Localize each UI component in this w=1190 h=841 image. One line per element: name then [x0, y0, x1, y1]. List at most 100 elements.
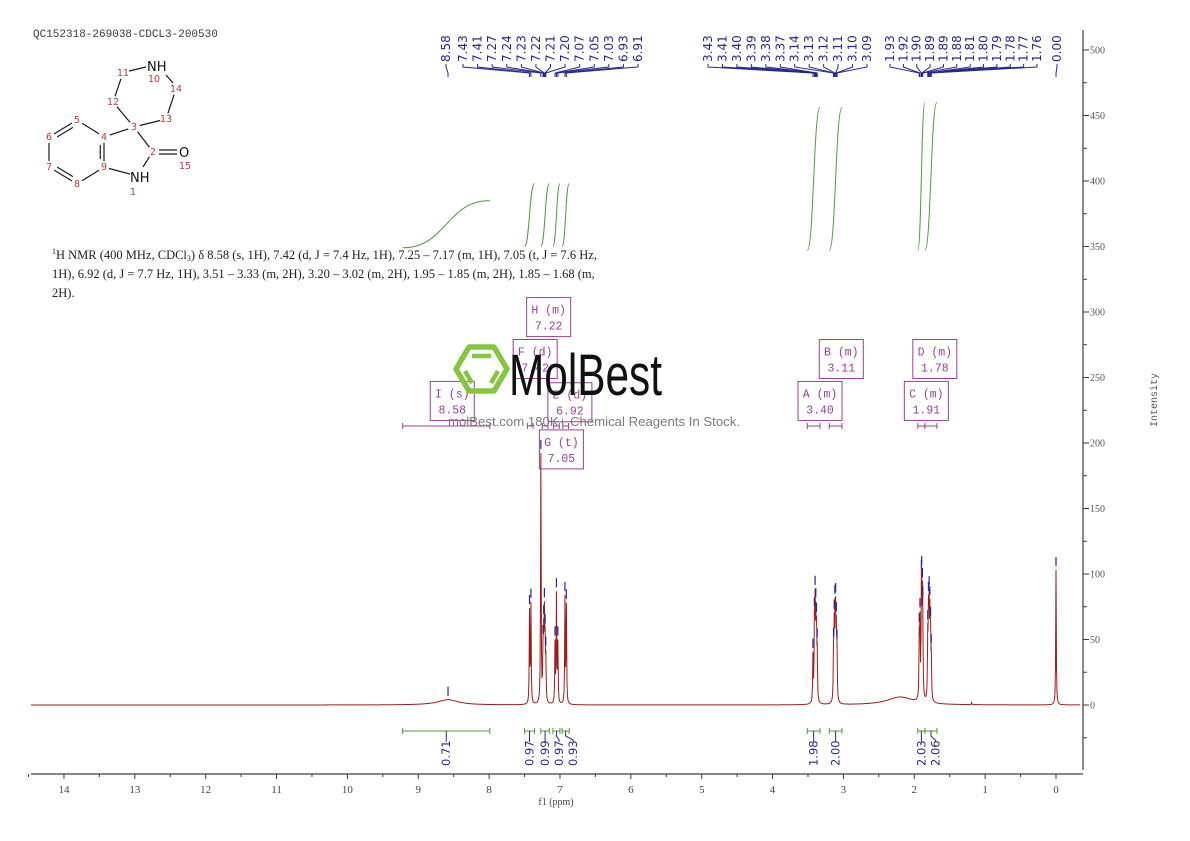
peak-label-leader [889, 64, 920, 77]
peak-shift-label: 3.39 [744, 35, 758, 62]
atom-number: 7 [46, 162, 52, 173]
peak-label-leader [779, 64, 818, 77]
x-tick-label: 3 [841, 784, 847, 796]
y-tick-label: 250 [1090, 373, 1105, 384]
peak-shift-label: 1.81 [963, 35, 977, 62]
hexagon-logo-icon [453, 344, 510, 394]
atom-nh-top: NH [147, 60, 167, 75]
integral-value-label: 0.71 [439, 740, 453, 766]
peak-shift-label: 3.09 [860, 35, 874, 62]
x-tick-label: 8 [486, 784, 492, 796]
chloroform-subscript: 3 [186, 254, 191, 263]
peak-label-leader [564, 64, 624, 77]
multiplet-shift-label: 8.58 [438, 404, 466, 417]
y-tick-label: 300 [1090, 308, 1105, 319]
multiplet-id-label: F (d) [518, 347, 553, 360]
integral-label-leader [930, 731, 936, 742]
peak-shift-label: 3.38 [759, 35, 773, 62]
integral-curve [540, 183, 550, 247]
x-tick-label: 13 [129, 784, 141, 796]
integral-curves [402, 101, 938, 251]
y-tick-label: 500 [1090, 46, 1105, 57]
watermark-brand: MolBest [509, 343, 662, 408]
peak-label-leader [930, 64, 1038, 77]
peak-shift-label: 3.12 [817, 35, 831, 62]
x-tick-label: 2 [912, 784, 918, 796]
multiplet-box-frame [912, 339, 958, 380]
multiplet-shift-label: 3.40 [806, 404, 834, 417]
multiplet-box-frame [538, 429, 584, 470]
atom-number: 6 [46, 132, 52, 143]
integral-curve [917, 101, 926, 251]
atom-number: 15 [179, 161, 191, 172]
atom-number: 4 [101, 132, 107, 143]
multiplet-id-label: A (m) [803, 388, 838, 401]
y-tick-label: 50 [1090, 635, 1100, 646]
peak-label-leader [794, 64, 834, 77]
atom-nh-bottom: NH [130, 171, 150, 186]
multiplet-annotations: A (m) 3.40 B (m) 3.11 C (m) 1.91 D (m) 1.78 E (d… [402, 297, 958, 470]
peak-label-leader [554, 64, 581, 77]
peak-label-leader [836, 64, 868, 77]
peak-shift-label: 3.40 [730, 35, 744, 62]
y-tick-label: 100 [1090, 570, 1105, 581]
integral-value-label: 2.06 [928, 740, 942, 766]
peak-shift-label: 1.92 [896, 35, 910, 62]
spectrum-trace [31, 452, 1080, 706]
peak-shift-label: 7.23 [514, 35, 528, 62]
peak-label-leader [835, 64, 854, 77]
peak-label-leader [535, 64, 545, 77]
peak-shift-label: 7.05 [587, 35, 601, 62]
peak-label-leader [565, 64, 639, 77]
peak-shift-label: 1.78 [1003, 35, 1017, 62]
x-tick-label: 0 [1053, 784, 1059, 796]
multiplet-shift-label: 7.22 [535, 321, 563, 334]
multiplet-id-label: G (t) [544, 437, 579, 450]
integral-curve [402, 200, 490, 249]
atom-number: 12 [107, 97, 119, 108]
multiplet-box-frame [429, 380, 475, 421]
integral-curve [552, 183, 561, 247]
atom-number: 2 [150, 147, 156, 158]
atom-number: 11 [117, 68, 129, 79]
multiplet-shift-label: 7.05 [548, 453, 576, 466]
x-tick-label: 1 [982, 784, 988, 796]
x-tick-label: 5 [699, 784, 705, 796]
x-tick-label: 10 [342, 784, 354, 796]
peak-shift-label: 1.77 [1017, 35, 1031, 62]
peak-shift-label: 1.89 [936, 35, 950, 62]
peak-label-leader [922, 64, 958, 77]
multiplet-box-E: E (d) 6.92 [547, 382, 593, 423]
peak-label-leader [555, 64, 595, 77]
peak-label-leader [927, 64, 985, 77]
axes: 14 13 12 11 10 9 8 7 6 5 4 3 2 1 0f1 (ppm)050100150200… [28, 30, 1161, 808]
multiplet-shift-label: 3.11 [827, 363, 855, 376]
peak-label-leader [477, 64, 532, 77]
peak-shift-label: 7.27 [485, 35, 499, 62]
peak-shift-label: 7.21 [544, 35, 558, 62]
peak-label-leader [557, 64, 610, 77]
peak-label-leader [927, 64, 971, 77]
integral-curve [561, 183, 570, 247]
atom-oxygen: O [179, 146, 189, 161]
integral-value-label: 0.99 [538, 740, 552, 766]
integral-value-label: 0.93 [566, 740, 580, 766]
atom-number: 13 [160, 114, 172, 125]
peak-shift-label: 6.93 [616, 35, 630, 62]
y-tick-label: 350 [1090, 242, 1105, 253]
multiplet-box-H: H (m) 7.22 [526, 297, 572, 338]
integral-value-label: 1.98 [807, 740, 821, 766]
molbest-watermark: MolBest molBest.com 180K+ Chemical Reage… [448, 343, 740, 429]
nmr-description: 1H NMR (400 MHz, CDCl3) δ 8.58 (s, 1H), … [52, 246, 614, 303]
peak-label-leader [445, 64, 449, 77]
integral-curve [524, 183, 535, 247]
multiplet-box-frame [547, 382, 593, 423]
atom-number: 1 [130, 187, 136, 198]
x-tick-label: 7 [557, 784, 563, 796]
multiplet-shift-label: 1.78 [921, 363, 949, 376]
multiplet-box-frame [526, 297, 572, 338]
peak-shift-label: 0.00 [1050, 35, 1064, 62]
y-tick-label: 400 [1090, 177, 1105, 188]
integral-curve [828, 107, 843, 251]
